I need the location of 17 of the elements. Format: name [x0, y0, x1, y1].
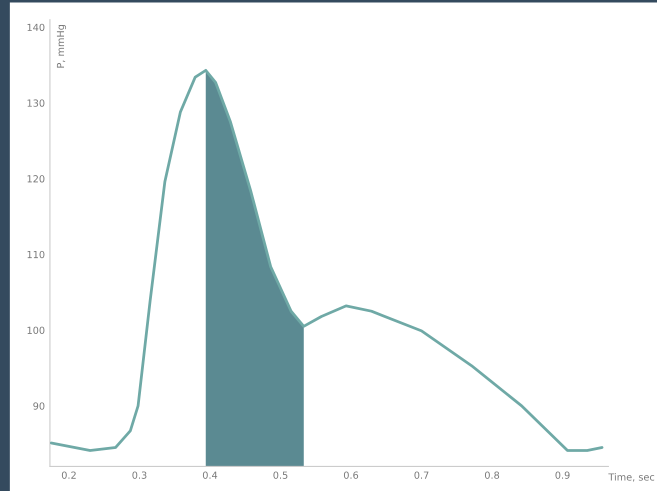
x-axis-title: Time, sec: [608, 473, 654, 482]
x-tick-label: 0.6: [344, 471, 358, 479]
x-tick-label: 0.9: [555, 471, 570, 479]
x-tick-label: 0.7: [414, 471, 428, 479]
y-tick-label: 100: [28, 326, 44, 334]
line-series: [50, 68, 604, 452]
x-tick-label: 0.2: [62, 471, 76, 479]
x-tick-label: 0.4: [202, 471, 218, 479]
x-tick-label: 0.3: [132, 471, 146, 479]
x-tick-label: 0.5: [273, 471, 288, 479]
y-tick-label: 110: [28, 250, 44, 258]
y-tick-label: 140: [28, 24, 44, 32]
y-axis-title: P, mmHg: [56, 24, 66, 68]
y-tick-label: 130: [28, 99, 44, 107]
y-tick-label: 120: [28, 175, 44, 183]
y-tick-label: 90: [33, 402, 44, 410]
x-tick-label: 0.8: [484, 471, 500, 479]
